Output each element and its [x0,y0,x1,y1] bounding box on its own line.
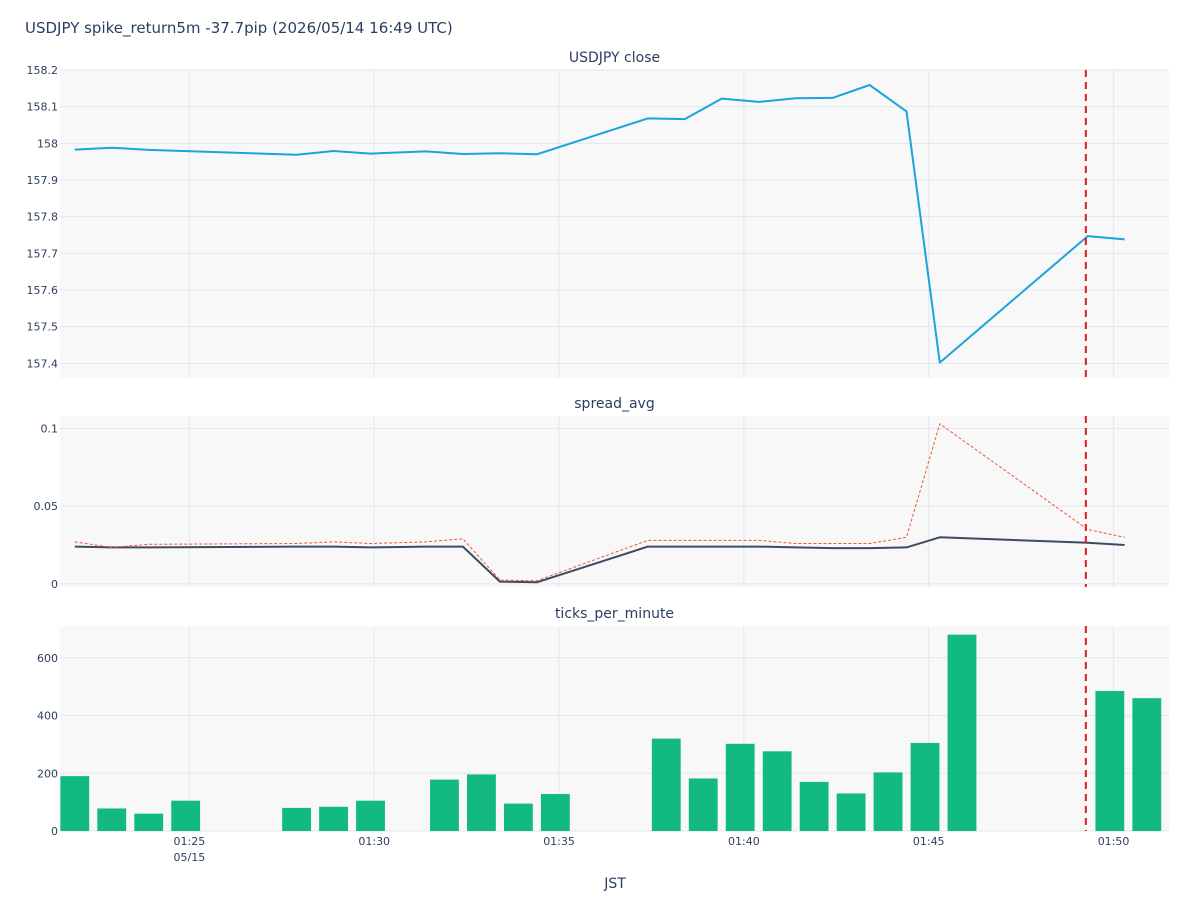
bar [171,800,201,831]
bar [1095,690,1125,831]
x-tick-label: 01:45 [913,835,945,848]
subplot-title: USDJPY close [569,50,660,66]
bar [319,806,348,831]
bar [873,772,903,831]
y-tick-label: 0 [51,578,58,591]
subplot-2: 0 0.05 0.1 spread_avg [34,396,1169,591]
series-line-2 [74,423,1125,582]
bar [799,781,829,831]
x-tick-sublabel: 05/15 [174,851,206,864]
x-tick-label: 01:35 [543,835,575,848]
x-axis-title: JST [603,876,626,892]
plot-background [60,416,1169,587]
x-tick-label: 01:25 [174,835,206,848]
bar [60,776,90,831]
y-tick-label: 400 [37,710,58,723]
bar [947,634,977,831]
y-tick-label: 0 [51,825,58,838]
bar [97,808,127,831]
bar [762,751,792,831]
y-tick-label: 157.9 [27,174,59,187]
bar [503,803,533,831]
plot-background [60,626,1169,831]
y-tick-label: 158 [37,137,58,150]
series-line-1 [74,84,1125,364]
bar [540,794,570,831]
bar [651,738,681,831]
subplot-title: spread_avg [574,396,654,412]
bar [725,743,755,831]
y-tick-label: 157.4 [27,357,59,370]
subplot-3: 0 200 400 600 ticks_per_minute [37,606,1169,838]
bar [282,807,312,831]
y-tick-label: 600 [37,652,58,665]
bar [430,779,459,831]
chart-title: USDJPY spike_return5m -37.7pip (2026/05/… [25,19,453,37]
bar [1132,698,1162,831]
subplot-title: ticks_per_minute [555,606,674,622]
y-tick-label: 0.05 [34,500,59,513]
subplot-1: 157.4 157.5 157.6 157.7 157.8 157.9 158 158.1 15… [27,50,1169,378]
bar [910,742,940,831]
bar [467,774,496,831]
x-tick-label: 01:40 [728,835,760,848]
bar [688,778,718,831]
y-tick-label: 157.8 [27,211,59,224]
y-tick-label: 157.5 [27,321,59,334]
x-tick-label: 01:50 [1098,835,1130,848]
y-tick-label: 157.7 [27,247,59,260]
y-tick-label: 0.1 [41,422,59,435]
bar [836,793,866,831]
y-tick-label: 158.2 [27,64,59,77]
bar [134,813,164,831]
x-tick-label: 01:30 [358,835,390,848]
series-line-1 [74,536,1125,584]
y-tick-label: 158.1 [27,101,59,114]
y-tick-label: 200 [37,767,58,780]
y-tick-label: 157.6 [27,284,59,297]
plot-background [60,70,1169,378]
bar [356,800,385,831]
